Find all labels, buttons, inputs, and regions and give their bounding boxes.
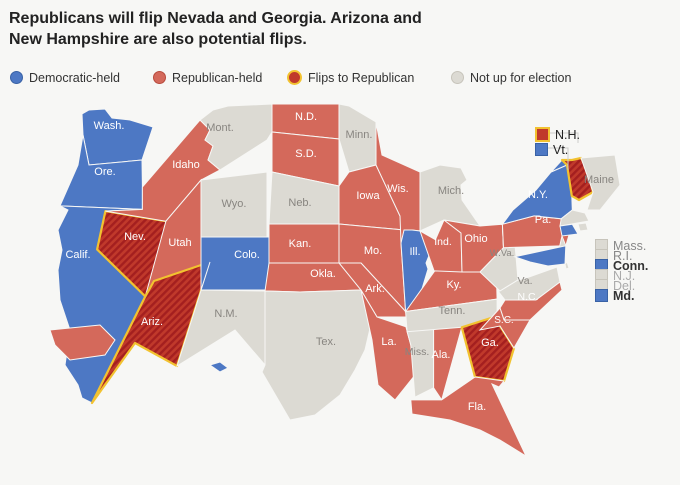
svg-text:Tex.: Tex.	[316, 336, 336, 348]
svg-text:Ind.: Ind.	[434, 236, 452, 248]
svg-text:Mont.: Mont.	[206, 122, 234, 134]
svg-text:Ky.: Ky.	[446, 279, 461, 291]
svg-text:N.D.: N.D.	[295, 111, 317, 123]
svg-text:Pa.: Pa.	[535, 214, 552, 226]
svg-text:Minn.: Minn.	[346, 129, 373, 141]
svg-text:Fla.: Fla.	[468, 401, 486, 413]
svg-text:Ore.: Ore.	[94, 166, 115, 178]
svg-text:Wyo.: Wyo.	[222, 198, 247, 210]
svg-text:N.M.: N.M.	[214, 308, 237, 320]
svg-text:Ohio: Ohio	[464, 233, 487, 245]
svg-text:N.Y.: N.Y.	[528, 189, 548, 201]
svg-text:Kan.: Kan.	[289, 238, 312, 250]
svg-text:S.D.: S.D.	[295, 148, 316, 160]
svg-text:Miss.: Miss.	[405, 346, 430, 358]
svg-text:Ala.: Ala.	[432, 349, 451, 361]
svg-text:Tenn.: Tenn.	[439, 305, 466, 317]
svg-text:Neb.: Neb.	[288, 197, 311, 209]
svg-text:Idaho: Idaho	[172, 159, 200, 171]
svg-text:S.C.: S.C.	[494, 315, 513, 326]
svg-text:La.: La.	[381, 336, 396, 348]
svg-text:Ark.: Ark.	[365, 283, 385, 295]
svg-text:Mich.: Mich.	[438, 185, 464, 197]
svg-text:Ill.: Ill.	[410, 246, 421, 258]
svg-text:Nev.: Nev.	[124, 231, 146, 243]
svg-text:Va.: Va.	[518, 275, 533, 287]
svg-text:Maine: Maine	[584, 174, 614, 186]
svg-text:Wash.: Wash.	[94, 120, 125, 132]
svg-text:Mo.: Mo.	[364, 245, 382, 257]
svg-text:W.Va.: W.Va.	[490, 248, 515, 259]
svg-text:Iowa: Iowa	[356, 190, 380, 202]
svg-text:Ga.: Ga.	[481, 337, 499, 349]
svg-text:Wis.: Wis.	[387, 183, 408, 195]
svg-text:Colo.: Colo.	[234, 249, 260, 261]
svg-text:Ariz.: Ariz.	[141, 316, 163, 328]
svg-text:Utah: Utah	[168, 237, 191, 249]
svg-text:N.C.: N.C.	[518, 291, 539, 303]
svg-text:Okla.: Okla.	[310, 268, 336, 280]
svg-text:Calif.: Calif.	[65, 249, 90, 261]
